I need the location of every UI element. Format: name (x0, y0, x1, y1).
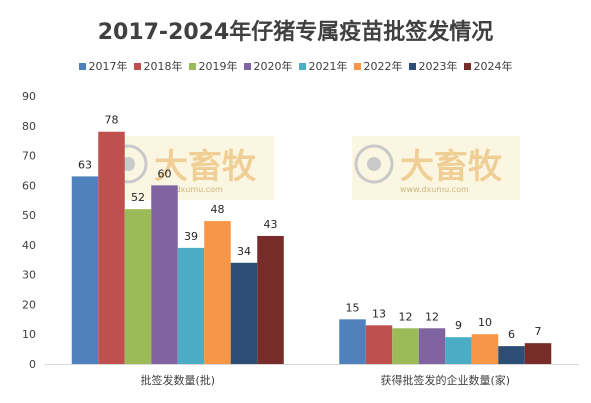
bar (204, 221, 231, 364)
watermark-text: 大畜牧 (400, 147, 503, 187)
y-tick-label: 10 (22, 328, 36, 341)
legend-swatch (463, 62, 471, 70)
chart-title: 2017-2024年仔猪专属疫苗批签发情况 (97, 20, 494, 45)
legend-swatch (353, 62, 361, 70)
legend: 2017年 2018年 2019年 2020年 2021年 2022年 2023年 2024年 (0, 58, 591, 74)
bar (471, 334, 499, 364)
watermark-logo-dot (367, 157, 381, 171)
data-label: 9 (455, 319, 462, 332)
data-label: 60 (158, 167, 172, 180)
y-tick-label: 30 (22, 269, 36, 282)
legend-swatch (243, 62, 251, 70)
legend-label: 2023年 (418, 60, 458, 73)
data-label: 43 (264, 218, 278, 231)
data-label: 12 (425, 310, 439, 323)
legend-swatch (408, 62, 416, 70)
y-tick-label: 50 (22, 209, 36, 222)
data-label: 52 (131, 191, 145, 204)
legend-swatch (298, 62, 306, 70)
legend-item: 2017年 (78, 58, 128, 74)
bar (445, 337, 472, 364)
data-label: 6 (508, 328, 515, 341)
y-tick-label: 80 (22, 120, 36, 133)
bar (124, 209, 152, 364)
watermark-text: 大畜牧 (154, 147, 257, 187)
data-label: 12 (399, 310, 413, 323)
bar (392, 328, 419, 364)
legend-label: 2017年 (88, 60, 128, 73)
bar (498, 346, 525, 364)
data-label: 13 (372, 307, 386, 320)
data-label: 15 (346, 301, 360, 314)
legend-swatch (188, 62, 196, 70)
watermark-subtext: www.dxumu.com (400, 185, 469, 194)
legend-item: 2019年 (188, 58, 238, 74)
data-label: 63 (78, 158, 92, 171)
bar (365, 325, 393, 364)
bar (177, 247, 205, 364)
legend-item: 2022年 (353, 58, 403, 74)
legend-label: 2019年 (198, 60, 238, 73)
legend-label: 2022年 (363, 60, 403, 73)
x-category-label: 获得批签发的企业数量(家) (380, 373, 510, 387)
legend-swatch (133, 62, 141, 70)
data-label: 10 (478, 316, 492, 329)
y-tick-label: 60 (22, 179, 36, 192)
bar (418, 328, 446, 364)
x-category-label: 批签发数量(批) (140, 373, 215, 387)
bar (71, 176, 99, 364)
legend-item: 2024年 (463, 58, 513, 74)
bar (98, 131, 125, 364)
y-tick-label: 0 (29, 358, 36, 371)
data-label: 48 (211, 203, 225, 216)
y-tick-label: 90 (22, 90, 36, 103)
data-label: 7 (535, 325, 542, 338)
legend-item: 2023年 (408, 58, 458, 74)
legend-swatch (78, 62, 86, 70)
data-label: 39 (184, 230, 198, 243)
watermark-subtext: www.dxumu.com (154, 185, 223, 194)
legend-label: 2024年 (473, 60, 513, 73)
y-tick-label: 20 (22, 298, 36, 311)
bar (257, 235, 284, 364)
watermark-logo-icon (354, 144, 394, 184)
legend-label: 2020年 (253, 60, 293, 73)
bar (524, 343, 552, 364)
y-tick-label: 70 (22, 150, 36, 163)
y-tick-label: 40 (22, 239, 36, 252)
legend-label: 2018年 (143, 60, 183, 73)
bar (151, 185, 178, 364)
legend-item: 2018年 (133, 58, 183, 74)
data-label: 34 (237, 245, 251, 258)
bar (339, 319, 366, 364)
legend-label: 2021年 (308, 60, 348, 73)
data-label: 78 (105, 114, 119, 127)
legend-item: 2021年 (298, 58, 348, 74)
legend-item: 2020年 (243, 58, 293, 74)
bar (230, 262, 258, 364)
